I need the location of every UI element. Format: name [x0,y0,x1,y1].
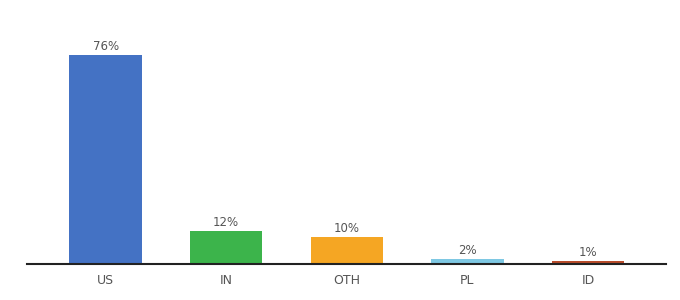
Bar [311,236,383,264]
Bar [69,55,141,264]
Text: 1%: 1% [579,246,597,259]
Bar [190,231,262,264]
Text: 76%: 76% [92,40,118,53]
Text: 10%: 10% [334,222,360,235]
Text: 12%: 12% [213,216,239,229]
Bar [552,261,624,264]
Bar [431,259,504,264]
Text: 2%: 2% [458,244,477,256]
